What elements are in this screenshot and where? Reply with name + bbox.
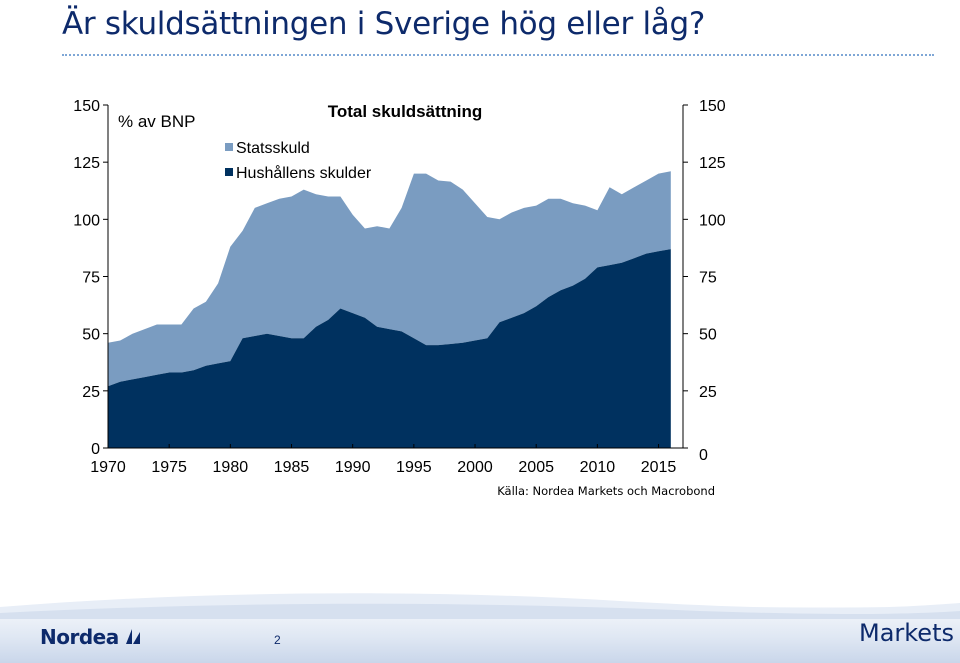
x-tick-label: 2005	[518, 459, 554, 476]
y-tick-label-right: 0	[699, 447, 708, 464]
y-tick-label-right: 150	[699, 98, 726, 115]
chart-areas	[108, 171, 671, 448]
source-note: Källa: Nordea Markets och Macrobond	[497, 484, 715, 498]
x-tick-label: 1980	[213, 459, 249, 476]
markets-wordmark: Markets	[858, 619, 954, 647]
slide-title: Är skuldsättningen i Sverige hög eller l…	[62, 6, 705, 42]
legend-label-statsskuld: Statsskuld	[236, 140, 310, 157]
footer-bar: Nordea 2 Markets	[0, 593, 960, 663]
legend-swatch-hushall	[225, 168, 233, 176]
y-tick-label-left: 0	[91, 441, 100, 458]
x-tick-label: 1990	[335, 459, 371, 476]
y-tick-label-left: 150	[73, 98, 100, 115]
x-tick-label: 2000	[457, 459, 493, 476]
y-tick-label-right: 125	[699, 155, 726, 172]
chart-axes	[103, 104, 688, 449]
x-tick-label: 1975	[151, 459, 187, 476]
chart-title: Total skuldsättning	[328, 102, 483, 121]
y-axis-unit-label: % av BNP	[118, 112, 195, 131]
page-number: 2	[274, 633, 281, 647]
y-tick-label-right: 75	[699, 270, 717, 287]
footer-wave	[0, 593, 960, 619]
y-axis-left-labels: 0 25 50 75 100 125 150	[73, 98, 100, 458]
nordea-wordmark: Nordea	[40, 625, 119, 649]
y-tick-label-left: 50	[82, 327, 100, 344]
x-tick-label: 1985	[274, 459, 310, 476]
x-tick-label: 2015	[641, 459, 677, 476]
y-tick-label-right: 100	[699, 212, 726, 229]
x-tick-label: 1995	[396, 459, 432, 476]
y-tick-label-right: 50	[699, 327, 717, 344]
nordea-sails-icon	[125, 629, 140, 644]
y-tick-label-left: 125	[73, 155, 100, 172]
x-axis-labels: 1970 1975 1980 1985 1990 1995 2000 2005 2010 2015	[90, 459, 676, 476]
x-tick-label: 2010	[580, 459, 616, 476]
y-tick-label-right: 25	[699, 384, 717, 401]
y-tick-label-left: 25	[82, 384, 100, 401]
legend-label-hushall: Hushållens skulder	[236, 164, 372, 182]
y-tick-label-left: 75	[82, 270, 100, 287]
y-axis-right-labels: 0 25 50 75 100 125 150	[699, 98, 726, 464]
y-tick-label-left: 100	[73, 212, 100, 229]
area-hushallens-skulder	[108, 249, 671, 448]
x-tick-label: 1970	[90, 459, 126, 476]
legend-swatch-statsskuld	[225, 143, 233, 151]
title-divider	[62, 54, 934, 58]
nordea-logo: Nordea	[40, 625, 143, 649]
legend: Statsskuld Hushållens skulder	[225, 140, 372, 182]
area-statsskuld	[108, 171, 671, 387]
